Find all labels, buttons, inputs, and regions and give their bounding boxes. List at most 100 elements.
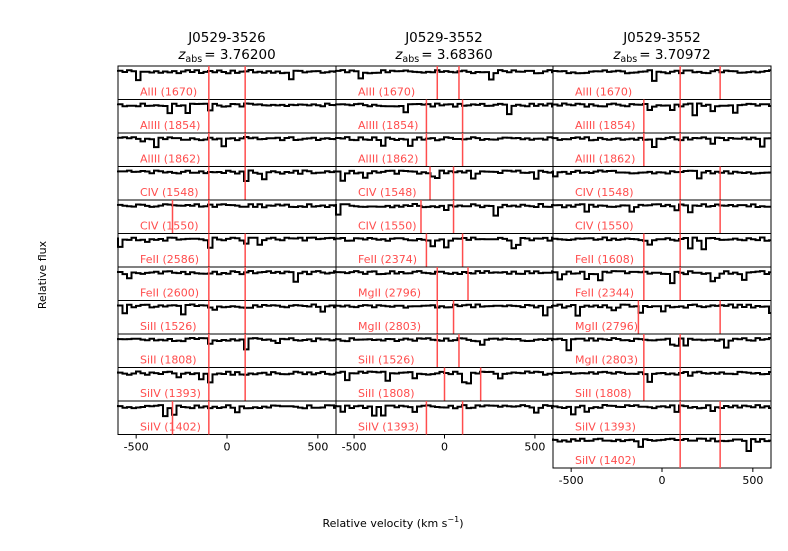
panel-3-11: SiIV (1393) xyxy=(552,400,772,435)
panel-1-1: AlII (1670) xyxy=(117,65,337,100)
column-title-1: J0529-3526 xyxy=(187,30,266,46)
panel-3-10: SiII (1808) xyxy=(552,367,772,402)
spectrum-line xyxy=(552,370,771,383)
ion-label: SiII (1808) xyxy=(140,354,197,367)
panel-1-2: AlIII (1854) xyxy=(117,99,337,134)
spectrum-line xyxy=(335,337,553,346)
ion-label: SiII (1526) xyxy=(358,354,415,367)
panel-1-4: CIV (1548) xyxy=(117,166,337,201)
panel-2-7: MgII (2796) xyxy=(335,266,554,301)
ion-label: SiIV (1402) xyxy=(575,454,636,467)
panel-3-4: CIV (1548) xyxy=(552,166,772,201)
panel-1-11: SiIV (1402) -500 0 500 xyxy=(117,400,337,454)
ion-label: SiII (1526) xyxy=(140,320,197,333)
spectrum-line xyxy=(552,236,771,251)
spectrum-line xyxy=(117,169,336,182)
spectrum-line xyxy=(552,203,771,214)
spectrum-line xyxy=(552,303,771,317)
ion-label: CIV (1550) xyxy=(358,220,417,233)
x-tick-label: -500 xyxy=(342,441,367,454)
redshift-value: = 3.70972 xyxy=(639,47,710,63)
panel-3-1: AlII (1670) xyxy=(552,65,772,100)
redshift-symbol: z xyxy=(394,47,403,63)
ion-label: MgII (2803) xyxy=(575,354,638,367)
spectrum-panels: AlII (1670) AlIII (1854) AlIII (1862) CIV (… xyxy=(117,65,772,487)
spectrum-line xyxy=(552,169,771,180)
panel-2-4: CIV (1548) xyxy=(335,166,554,201)
spectrum-line xyxy=(117,69,336,82)
ion-label: CIV (1550) xyxy=(140,220,199,233)
ion-label: AlII (1670) xyxy=(575,86,632,99)
spectrum-line xyxy=(552,136,771,148)
x-axis-label-end: ) xyxy=(459,517,463,530)
ion-label: FeII (2374) xyxy=(358,253,417,266)
panel-1-8: SiII (1526) xyxy=(117,300,337,335)
panel-3-9: MgII (2803) xyxy=(552,333,772,368)
spectrum-line xyxy=(117,236,336,249)
spectrum-line xyxy=(552,69,771,82)
panel-2-10: SiII (1808) xyxy=(335,367,554,402)
spectrum-line xyxy=(117,337,336,351)
panel-3-5: CIV (1550) xyxy=(552,199,772,234)
x-tick-label: 0 xyxy=(224,441,231,454)
panel-2-9: SiII (1526) xyxy=(335,333,554,368)
panel-3-12: SiIV (1402) -500 0 500 xyxy=(552,434,772,487)
spectrum-line xyxy=(335,203,553,217)
column-header-3: J0529-3552 zabs = 3.70972 xyxy=(612,30,710,65)
spectrum-line xyxy=(335,69,553,81)
x-axis-label-main: Relative velocity (km s xyxy=(322,517,447,530)
ion-label: CIV (1548) xyxy=(140,186,199,199)
panel-1-6: FeII (2586) xyxy=(117,233,337,268)
redshift-symbol: z xyxy=(612,47,621,63)
redshift-value: = 3.76200 xyxy=(204,47,275,63)
ion-label: AlIII (1862) xyxy=(140,153,200,166)
ion-label: CIV (1548) xyxy=(358,186,417,199)
x-tick-label: -500 xyxy=(124,441,149,454)
spectrum-line xyxy=(552,404,771,416)
ion-label: SiII (1808) xyxy=(358,387,415,400)
spectrum-line xyxy=(335,169,553,182)
spectrum-line xyxy=(117,136,336,149)
redshift-symbol: z xyxy=(177,47,186,63)
ion-label: SiIV (1402) xyxy=(140,421,201,434)
x-tick-label: 500 xyxy=(524,441,545,454)
redshift-value: = 3.68360 xyxy=(421,47,492,63)
panel-2-2: AlIII (1854) xyxy=(335,99,554,134)
ion-label: AlIII (1862) xyxy=(575,153,635,166)
column-redshift-2: zabs = 3.68360 xyxy=(394,47,492,65)
ion-label: FeII (2586) xyxy=(140,253,199,266)
spectrum-line xyxy=(335,236,553,250)
ion-label: SiII (1808) xyxy=(575,387,632,400)
column-title-2: J0529-3552 xyxy=(404,30,483,46)
y-axis-label: Relative flux xyxy=(36,240,49,309)
spectrum-line xyxy=(117,303,336,316)
ion-label: CIV (1548) xyxy=(575,186,634,199)
ion-label: AlIII (1862) xyxy=(358,153,418,166)
panel-1-5: CIV (1550) xyxy=(117,199,337,234)
spectrum-line xyxy=(117,270,336,283)
ion-label: FeII (1608) xyxy=(575,253,634,266)
ion-label: SiIV (1393) xyxy=(358,421,419,434)
panel-2-1: AlII (1670) xyxy=(335,65,554,100)
ion-label: SiIV (1393) xyxy=(140,387,201,400)
ion-label: MgII (2796) xyxy=(575,320,638,333)
spectrum-line xyxy=(335,136,553,147)
panel-3-2: AlIII (1854) xyxy=(552,99,772,134)
spectrum-line xyxy=(335,102,553,116)
redshift-subscript: abs xyxy=(402,54,419,65)
ion-label: FeII (2344) xyxy=(575,287,634,300)
panel-2-8: MgII (2803) xyxy=(335,300,554,335)
panel-2-11: SiIV (1393) -500 0 500 xyxy=(335,400,554,454)
panel-3-7: FeII (2344) xyxy=(552,266,772,301)
panel-3-6: FeII (1608) xyxy=(552,233,772,268)
column-header-1: J0529-3526 zabs = 3.76200 xyxy=(177,30,275,65)
x-axis-label-exponent: −1 xyxy=(447,515,459,524)
spectrum-line xyxy=(117,404,336,418)
ion-label: MgII (2803) xyxy=(358,320,421,333)
spectrum-line xyxy=(552,437,771,452)
column-redshift-3: zabs = 3.70972 xyxy=(612,47,710,65)
x-tick-label: 0 xyxy=(441,441,448,454)
redshift-subscript: abs xyxy=(620,54,637,65)
ion-label: MgII (2796) xyxy=(358,287,421,300)
panel-1-3: AlIII (1862) xyxy=(117,132,337,167)
